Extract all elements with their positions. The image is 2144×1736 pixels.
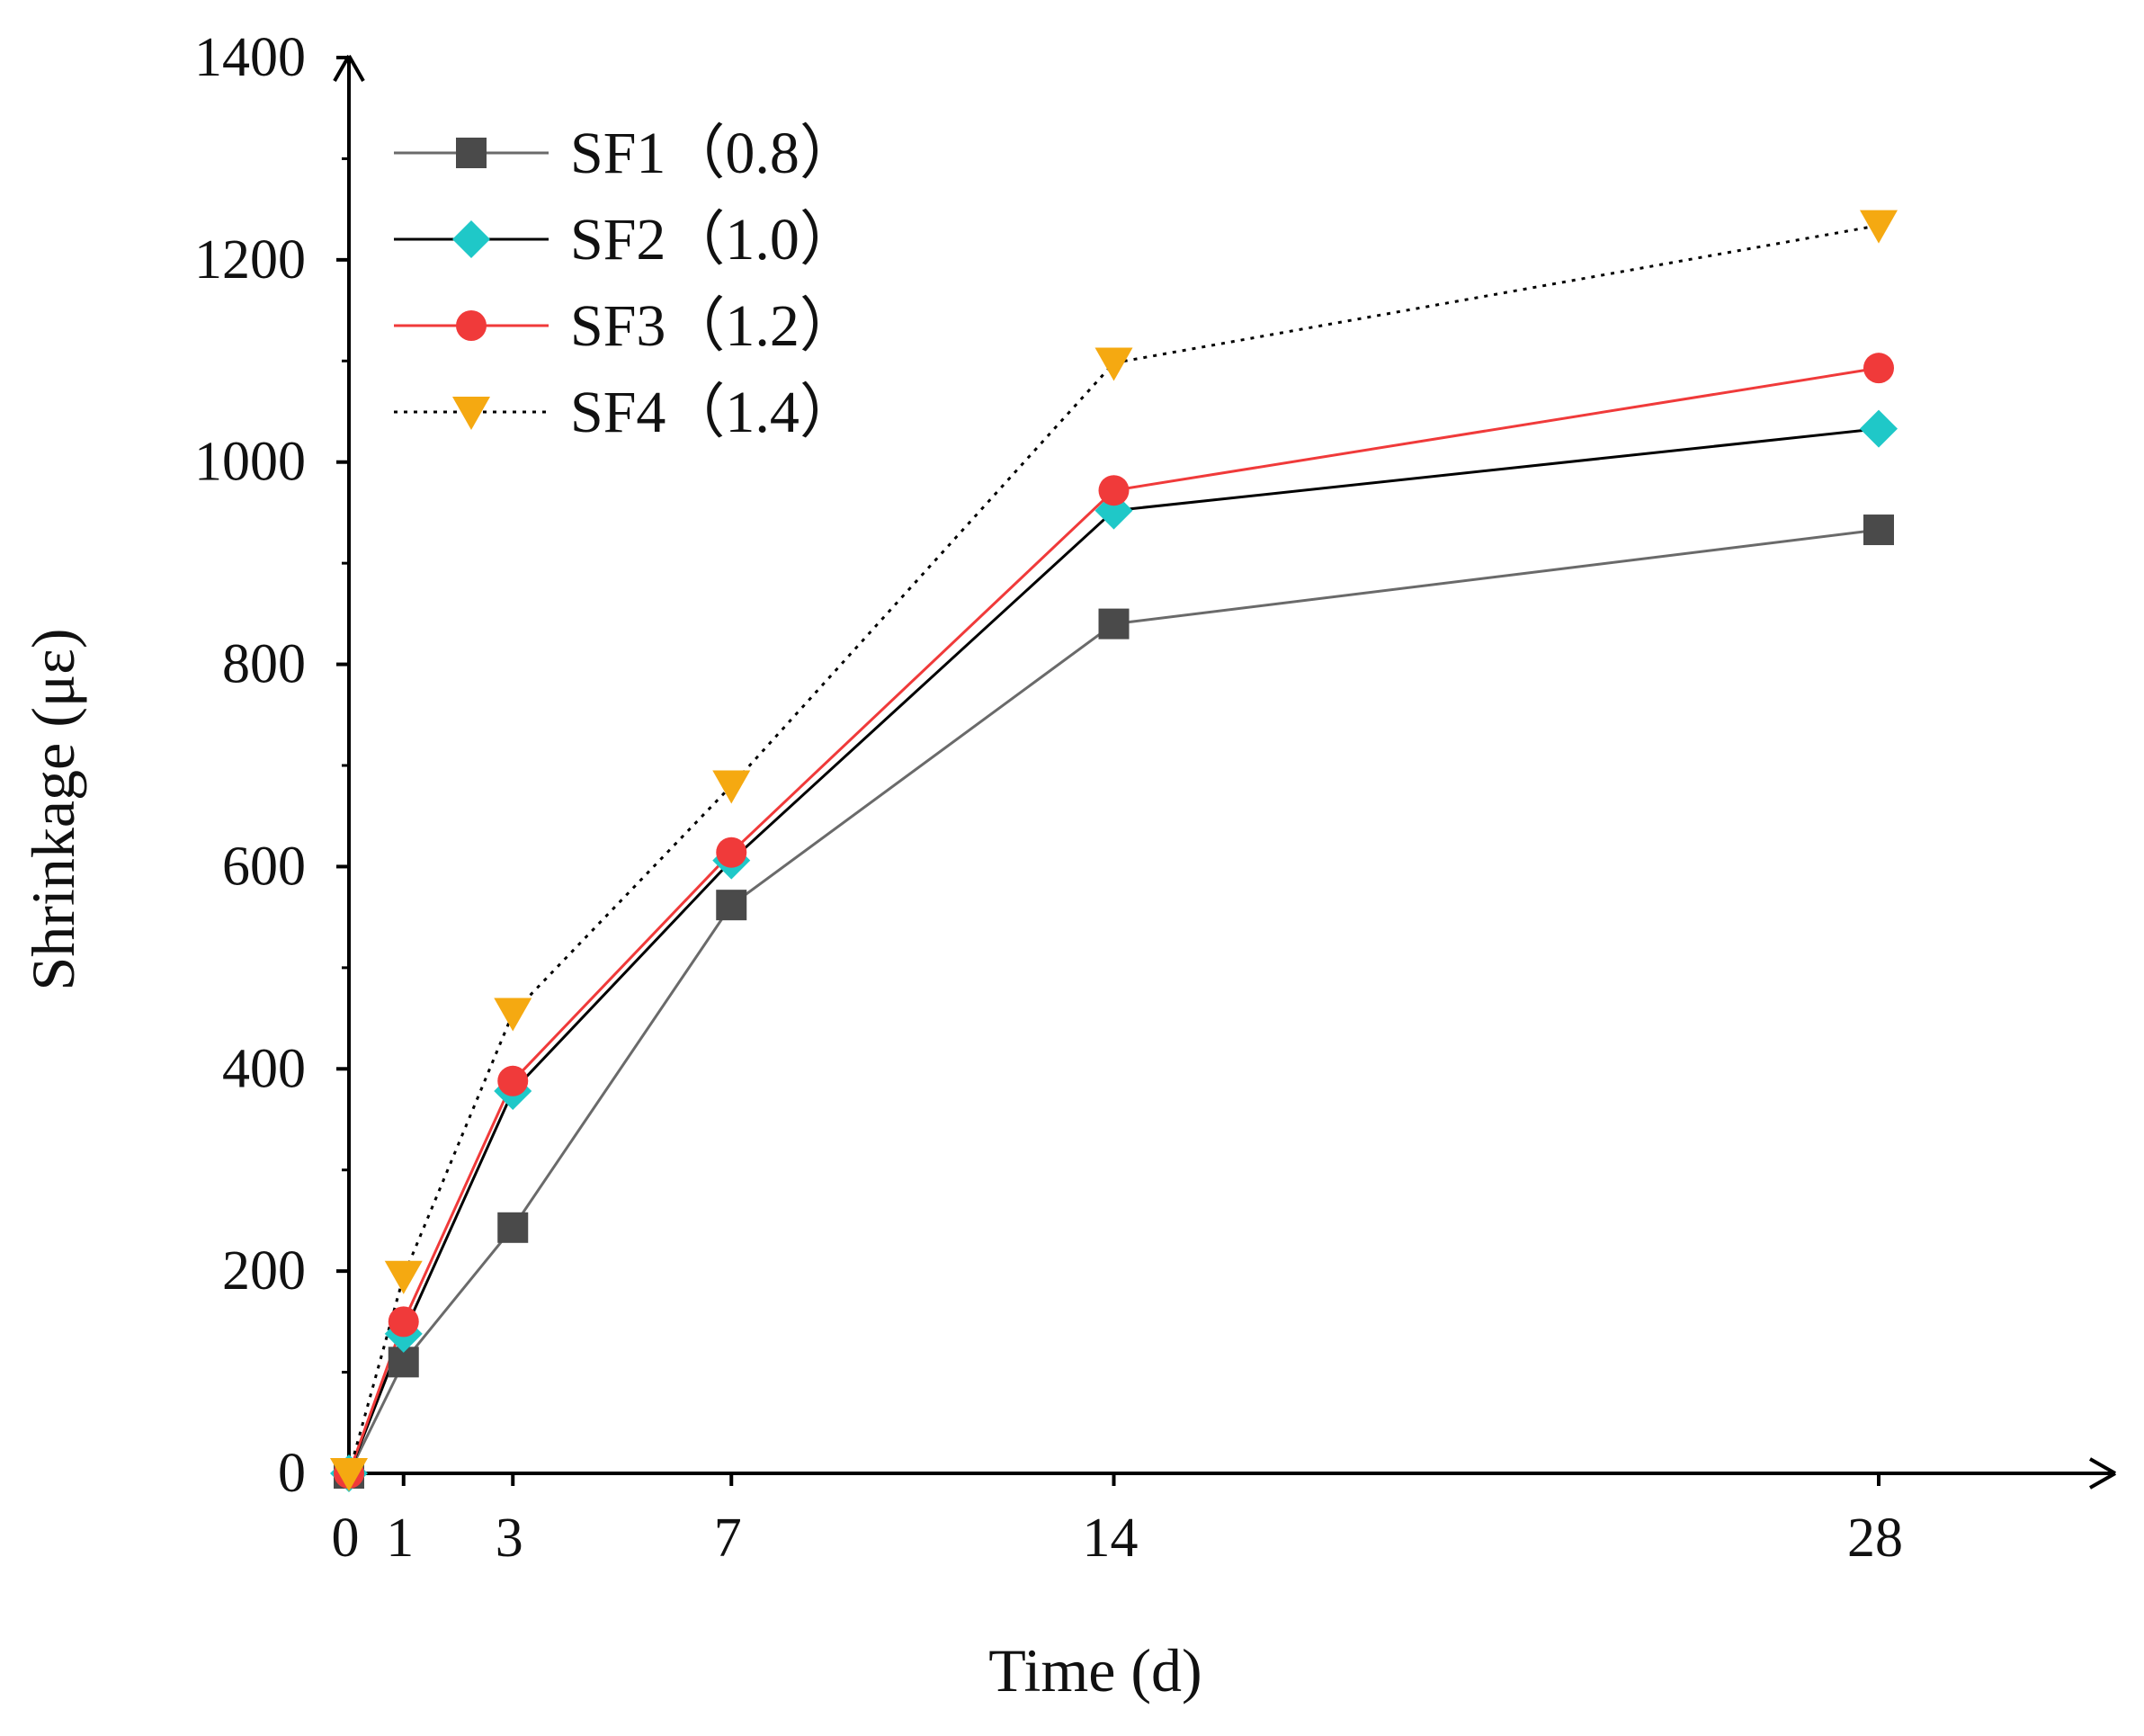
y-axis-arrowhead [333,55,365,82]
legend-marker-sf3 [456,310,487,341]
y-axis-title: Shrinkage (με) [19,628,87,990]
x-tick-label: 14 [1083,1508,1139,1569]
legend-label-sf1: SF1（0.8） [570,121,859,186]
data-point-sf2 [1860,409,1898,448]
legend-label-sf2: SF2（1.0） [570,207,859,273]
data-point-sf3 [1863,353,1894,384]
series-line-sf4 [347,224,1880,1474]
legend-marker-sf2 [452,220,490,258]
data-point-sf1 [716,890,747,921]
data-point-sf4 [494,998,532,1032]
data-point-sf3 [1098,475,1130,506]
x-tick-label: 3 [496,1508,523,1569]
series-line-sf1 [347,528,1880,1474]
x-tick-label: 28 [1847,1508,1903,1569]
legend-marker-sf1 [456,138,487,168]
y-tick-label: 1200 [194,229,306,291]
y-tick-label: 0 [278,1443,306,1504]
legend: SF1（0.8） SF2（1.0） SF3（1.2） SF4（1.4） [394,121,859,445]
legend-label-sf3: SF3（1.2） [570,293,859,359]
y-tick-label: 400 [222,1038,306,1099]
data-point-sf1 [497,1212,529,1243]
data-point-sf4 [384,1260,423,1294]
legend-label-sf4: SF4（1.4） [570,380,859,445]
data-point-sf1 [1863,515,1894,546]
data-point-sf3 [716,837,747,868]
data-point-sf1 [1098,608,1130,640]
x-axis-arrowhead [2089,1457,2116,1490]
legend-marker-sf4 [452,397,490,430]
y-tick-label: 600 [222,836,306,897]
y-tick-label: 1400 [194,27,306,88]
y-tick-label: 200 [222,1240,306,1302]
series-markers [330,210,1898,1492]
x-tick-label: 1 [386,1508,414,1569]
y-tick-label: 1000 [194,432,306,493]
x-tick-label: 0 [332,1508,360,1569]
data-point-sf4 [330,1458,368,1491]
data-point-sf3 [388,1306,419,1338]
y-tick-label: 800 [222,634,306,695]
x-axis-title: Time (d) [988,1636,1202,1705]
data-point-sf4 [1860,210,1898,244]
data-point-sf4 [712,770,751,804]
x-tick-label: 7 [714,1508,742,1569]
data-point-sf3 [497,1065,529,1096]
data-point-sf4 [1094,347,1133,381]
